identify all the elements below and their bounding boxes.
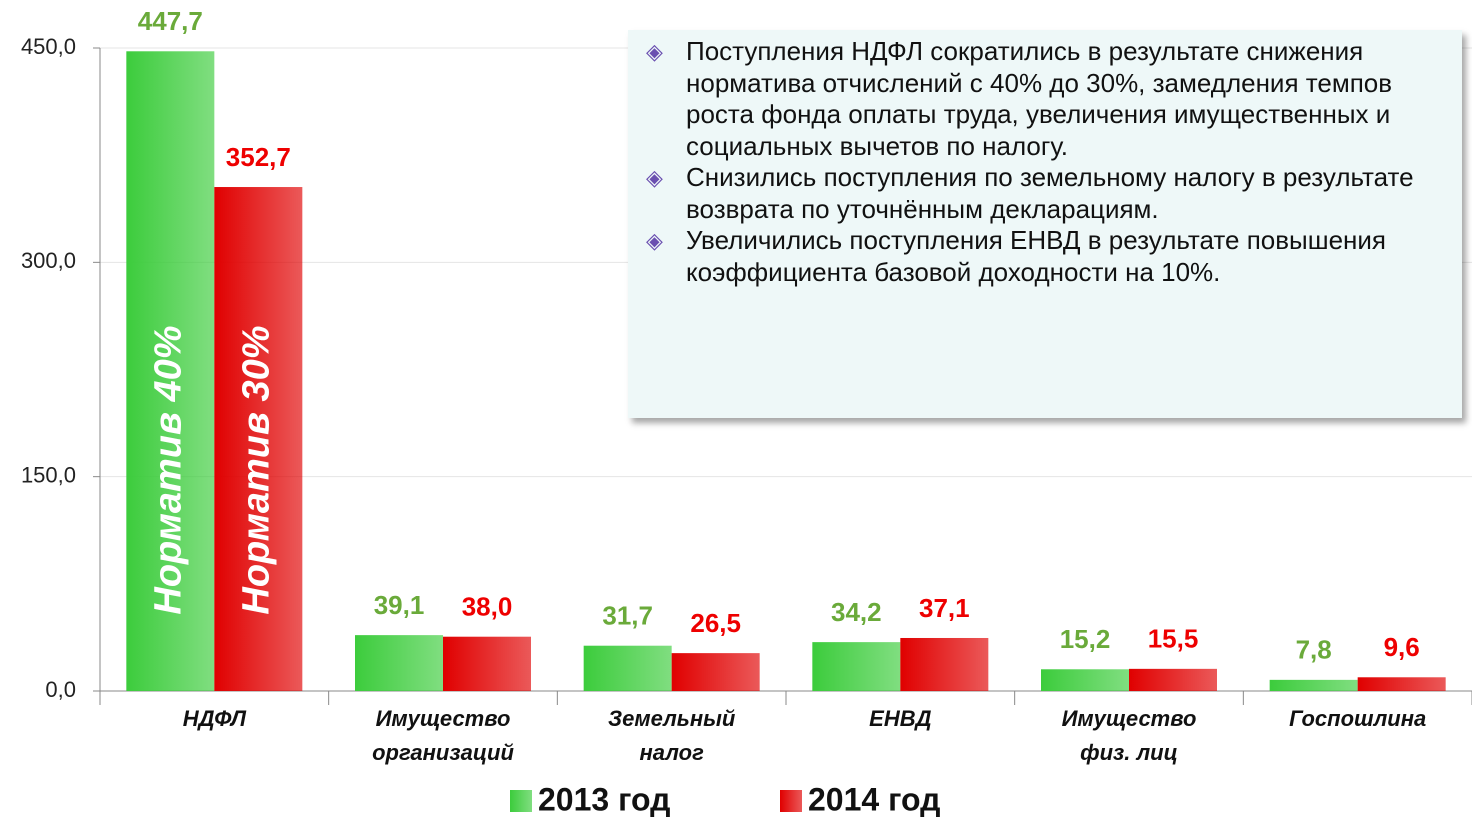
value-label: 34,2 [831,597,882,627]
bar-annotation: Норматив 40% [147,325,189,614]
x-tick-label: налог [639,740,704,765]
bar [900,637,989,691]
bar [583,645,672,691]
value-label: 31,7 [602,601,653,631]
x-tick-label: Госпошлина [1289,706,1426,731]
x-tick-label: физ. лиц [1080,740,1178,765]
x-tick-label: НДФЛ [183,706,247,731]
value-label: 26,5 [690,608,741,638]
bar-annotation: Норматив 30% [235,325,277,614]
x-tick-label: Имущество [376,706,511,731]
notes-box: Поступления НДФЛ сократились в результат… [628,30,1462,418]
bar [1357,677,1446,691]
note: Снизились поступления по земельному нало… [646,162,1442,225]
note: Поступления НДФЛ сократились в результат… [646,36,1442,162]
bar [812,642,901,691]
y-tick-label: 300,0 [21,248,76,273]
x-tick-label: ЕНВД [869,706,931,731]
value-label: 7,8 [1296,635,1332,665]
y-tick-label: 150,0 [21,462,76,487]
legend-label: 2013 год [538,781,670,817]
bar [126,51,215,692]
bar [1269,679,1358,691]
bar [443,636,531,691]
value-label: 352,7 [226,142,291,172]
legend-swatch [510,790,532,812]
x-tick-label: Земельный [608,706,736,731]
bar [355,635,443,691]
value-label: 15,2 [1060,624,1111,654]
x-tick-label: Имущество [1062,706,1197,731]
legend-swatch [780,790,802,812]
note: Увеличились поступления ЕНВД в результат… [646,225,1442,288]
y-tick-label: 0,0 [45,677,76,702]
value-label: 447,7 [138,6,203,36]
value-label: 39,1 [374,590,425,620]
bar [671,653,760,691]
value-label: 37,1 [919,593,970,623]
value-label: 15,5 [1148,624,1199,654]
x-tick-label: организаций [372,740,514,765]
value-label: 9,6 [1384,632,1420,662]
y-tick-label: 450,0 [21,34,76,59]
legend-label: 2014 год [808,781,940,817]
value-label: 38,0 [462,592,513,622]
bar [214,187,303,691]
bar [1129,668,1217,691]
bar [1041,669,1129,691]
